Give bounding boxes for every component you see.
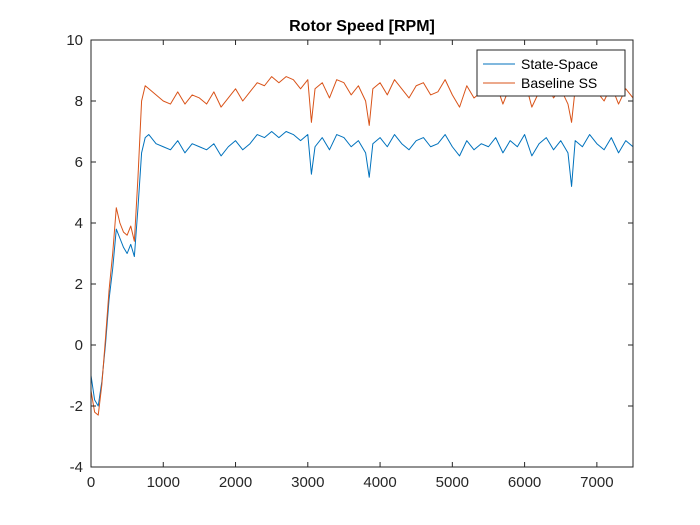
legend: State-Space Baseline SS [476, 49, 626, 97]
y-tick-label: 8 [75, 93, 83, 110]
x-tick-label: 7000 [580, 474, 613, 491]
axis-ticks: 0 1000 2000 3000 4000 5000 6000 7000 -4 -2 0 2 4 6 8 10 [66, 32, 633, 491]
legend-box [476, 49, 626, 97]
legend-label-baseline-ss: Baseline SS [521, 75, 597, 91]
x-tick-label: 4000 [363, 474, 396, 491]
y-tick-label: 4 [75, 215, 83, 232]
y-tick-label: 6 [75, 154, 83, 171]
y-tick-label: -2 [70, 398, 83, 415]
series-line-state-space [90, 131, 634, 407]
series-layer [90, 76, 634, 416]
plot-area-frame [90, 39, 634, 468]
chart-title: Rotor Speed [RPM] [289, 18, 435, 35]
y-tick-label: 2 [75, 276, 83, 293]
y-tick-label: 10 [66, 32, 83, 49]
x-tick-label: 3000 [291, 474, 324, 491]
y-tick-label: 0 [75, 337, 83, 354]
x-tick-label: 6000 [508, 474, 541, 491]
x-tick-label: 0 [87, 474, 95, 491]
legend-label-state-space: State-Space [521, 56, 598, 72]
x-tick-label: 1000 [147, 474, 180, 491]
plot-area-background [91, 40, 633, 467]
x-tick-label: 5000 [436, 474, 469, 491]
series-line-baseline-ss [90, 76, 634, 416]
x-tick-label: 2000 [219, 474, 252, 491]
y-tick-label: -4 [70, 459, 83, 476]
